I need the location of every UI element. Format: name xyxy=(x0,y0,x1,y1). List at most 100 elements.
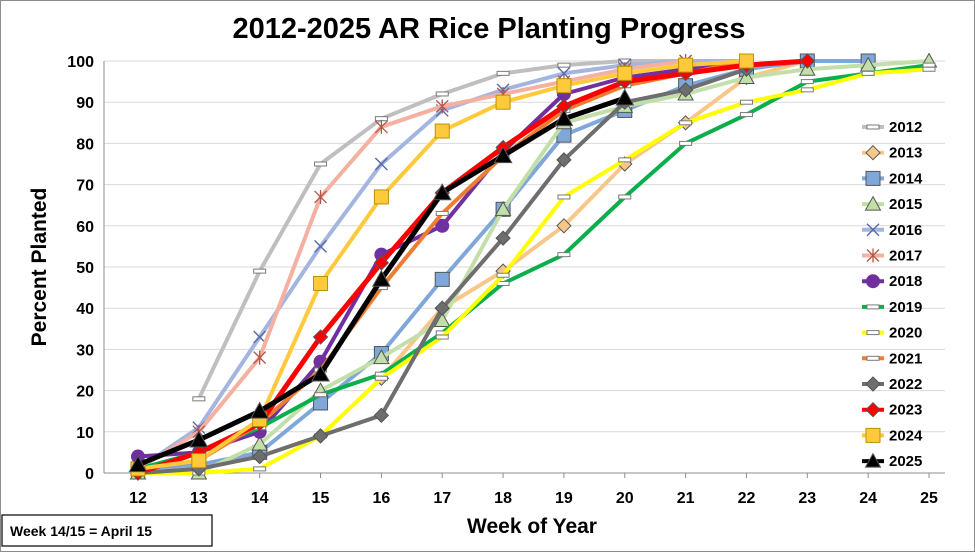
data-point-2020 xyxy=(739,99,753,105)
data-point-2020 xyxy=(557,194,571,200)
series-line-2020 xyxy=(136,67,931,475)
data-point-2015 xyxy=(373,349,390,365)
legend-marker xyxy=(866,248,880,263)
data-point-2024 xyxy=(617,65,633,81)
data-point-2020 xyxy=(435,334,449,340)
legend-marker xyxy=(865,376,881,392)
data-point-2019 xyxy=(679,140,693,146)
legend-item-2012: 2012 xyxy=(862,119,922,136)
legend-item-2018: 2018 xyxy=(862,273,922,290)
data-point-2020 xyxy=(374,375,388,381)
data-point-2012 xyxy=(192,396,206,402)
data-point-2022 xyxy=(677,82,694,98)
y-tick-label: 60 xyxy=(76,219,94,236)
series-layer xyxy=(128,52,938,481)
data-point-2017 xyxy=(374,119,388,134)
data-point-2017 xyxy=(253,350,267,365)
legend-item-2019: 2019 xyxy=(862,299,922,316)
legend-label: 2016 xyxy=(889,222,922,239)
legend-marker xyxy=(865,401,881,418)
legend-item-2023: 2023 xyxy=(862,402,922,419)
data-point-2024 xyxy=(556,78,572,94)
data-point-2025 xyxy=(615,88,635,106)
series-2025 xyxy=(128,88,635,473)
legend-label: 2014 xyxy=(889,170,923,187)
legend-marker xyxy=(866,330,880,336)
x-tick-label: 15 xyxy=(312,490,330,507)
note-box xyxy=(1,514,213,547)
legend-item-2015: 2015 xyxy=(862,195,922,213)
data-point-2016 xyxy=(314,239,328,253)
data-point-2020 xyxy=(861,70,875,76)
data-point-2022 xyxy=(251,448,268,465)
legend-label: 2025 xyxy=(889,453,922,470)
series-line-2017 xyxy=(136,59,688,471)
data-point-2012 xyxy=(557,62,571,68)
y-tick-label: 70 xyxy=(76,178,94,195)
data-point-2025 xyxy=(371,269,391,287)
series-2024 xyxy=(130,53,754,477)
y-tick-label: 80 xyxy=(76,136,94,153)
y-tick-label: 0 xyxy=(85,466,94,483)
data-point-2019 xyxy=(739,112,753,118)
data-point-2022 xyxy=(495,230,511,246)
legend-marker xyxy=(866,274,880,289)
data-point-2019 xyxy=(557,252,571,258)
y-tick-label: 10 xyxy=(76,425,94,442)
y-tick-label: 40 xyxy=(76,301,94,318)
legend-label: 2017 xyxy=(889,248,922,265)
data-point-2022 xyxy=(434,300,450,316)
data-point-2016 xyxy=(374,157,388,171)
legend-marker xyxy=(866,304,880,310)
legend-label: 2020 xyxy=(889,325,922,342)
legend-item-2013: 2013 xyxy=(862,145,922,162)
x-tick-label: 24 xyxy=(859,490,877,507)
data-point-2016 xyxy=(253,330,267,344)
legend-item-2025: 2025 xyxy=(862,452,922,470)
legend-item-2024: 2024 xyxy=(862,427,923,444)
y-axis-title: Percent Planted xyxy=(28,188,51,347)
x-tick-label: 25 xyxy=(920,490,938,507)
data-point-2023 xyxy=(799,53,816,69)
data-point-2020 xyxy=(618,157,632,163)
y-tick-label: 30 xyxy=(76,342,94,359)
legend-label: 2012 xyxy=(889,119,922,136)
data-point-2014 xyxy=(434,271,450,287)
y-tick-label: 90 xyxy=(76,95,94,112)
legend-item-2014: 2014 xyxy=(862,170,923,187)
legend-label: 2019 xyxy=(889,299,922,316)
data-point-2024 xyxy=(678,57,694,73)
series-line-2015 xyxy=(136,59,931,475)
legend-marker xyxy=(864,452,882,468)
x-tick-label: 23 xyxy=(798,490,816,507)
data-point-2017 xyxy=(314,189,327,204)
data-point-2019 xyxy=(800,79,814,85)
legend-label: 2013 xyxy=(889,145,922,162)
data-point-2019 xyxy=(314,392,328,398)
legend-label: 2022 xyxy=(889,376,922,393)
data-point-2019 xyxy=(922,62,936,68)
legend-marker xyxy=(866,223,880,237)
legend-marker xyxy=(866,124,880,130)
data-point-2024 xyxy=(313,275,329,291)
x-tick-label: 16 xyxy=(372,490,390,507)
data-point-2020 xyxy=(922,66,936,72)
legend-label: 2015 xyxy=(889,196,922,213)
x-tick-label: 20 xyxy=(616,490,634,507)
legend-marker xyxy=(865,170,881,186)
data-point-2025 xyxy=(250,401,270,419)
data-point-2019 xyxy=(618,194,632,200)
data-point-2017 xyxy=(435,99,449,114)
x-tick-label: 21 xyxy=(677,490,695,507)
legend-marker xyxy=(864,195,882,211)
legend: 2012 2013 2014 2015 2016 2017 2018 2019 2020 2021… xyxy=(862,119,923,470)
data-point-2013 xyxy=(556,218,572,234)
series-line-2019 xyxy=(136,63,931,471)
x-tick-label: 14 xyxy=(251,490,269,507)
chart-title: 2012-2025 AR Rice Planting Progress xyxy=(232,13,745,45)
x-tick-label: 17 xyxy=(433,490,451,507)
x-tick-label: 19 xyxy=(555,490,573,507)
data-point-2012 xyxy=(435,91,449,97)
data-point-2012 xyxy=(314,161,328,167)
